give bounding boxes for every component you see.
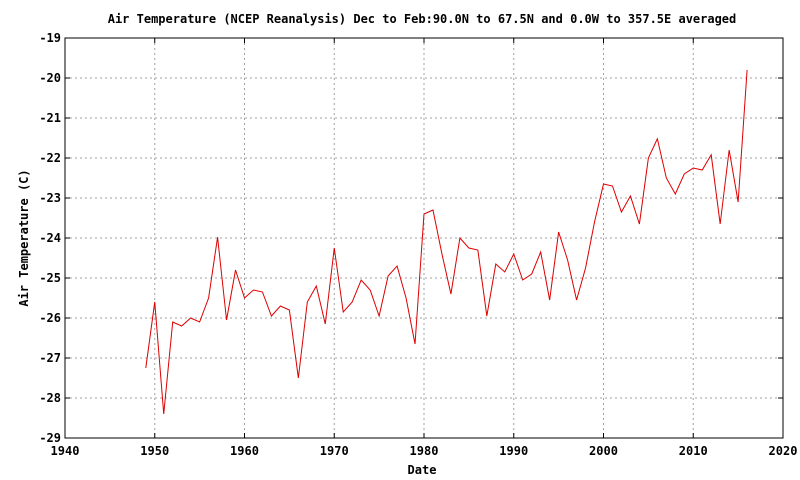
data-point — [701, 169, 704, 172]
data-point — [530, 273, 533, 276]
data-point — [728, 149, 731, 152]
y-tick-label: -26 — [39, 311, 61, 325]
data-point — [270, 315, 273, 318]
x-tick-label: 2010 — [679, 444, 708, 458]
data-point — [602, 183, 605, 186]
data-point — [656, 137, 659, 140]
data-point — [387, 275, 390, 278]
data-point — [503, 271, 506, 274]
data-point — [423, 213, 426, 216]
data-point — [243, 297, 246, 300]
data-point — [575, 299, 578, 302]
data-point — [476, 249, 479, 252]
data-point — [378, 315, 381, 318]
y-tick-label: -27 — [39, 351, 61, 365]
x-tick-label: 1950 — [140, 444, 169, 458]
data-point — [288, 309, 291, 312]
y-axis-label: Air Temperature (C) — [17, 169, 31, 306]
data-point — [557, 231, 560, 234]
data-point — [458, 237, 461, 240]
plot-area — [144, 69, 748, 416]
y-tick-label: -19 — [39, 31, 61, 45]
data-point — [449, 293, 452, 296]
data-point — [665, 177, 668, 180]
data-point — [485, 315, 488, 318]
data-point — [710, 153, 713, 156]
data-point — [324, 323, 327, 326]
data-point — [198, 321, 201, 324]
data-point — [405, 297, 408, 300]
data-point — [548, 299, 551, 302]
data-point — [431, 209, 434, 212]
data-point — [162, 413, 165, 416]
data-point — [360, 279, 363, 282]
data-point — [225, 319, 228, 322]
data-point — [566, 259, 569, 262]
data-point — [746, 69, 749, 72]
data-point — [234, 269, 237, 272]
data-point — [584, 267, 587, 270]
data-point — [207, 297, 210, 300]
data-point — [252, 289, 255, 292]
data-point — [261, 291, 264, 294]
data-point — [180, 325, 183, 328]
x-tick-label: 1960 — [230, 444, 259, 458]
data-point — [369, 289, 372, 292]
x-axis: 1940 1950 1960 1970 1980 1990 2000 2010 2020 — [51, 38, 798, 458]
data-point — [638, 223, 641, 226]
data-point — [611, 185, 614, 188]
data-point — [494, 263, 497, 266]
data-point — [647, 157, 650, 160]
data-point — [620, 211, 623, 214]
data-point — [683, 173, 686, 176]
x-tick-label: 1970 — [320, 444, 349, 458]
data-point — [692, 167, 695, 170]
data-point — [351, 301, 354, 304]
data-point — [593, 221, 596, 224]
data-point — [144, 367, 147, 370]
y-tick-label: -23 — [39, 191, 61, 205]
data-point — [306, 301, 309, 304]
y-tick-label: -28 — [39, 391, 61, 405]
data-point — [512, 253, 515, 256]
data-point — [315, 285, 318, 288]
x-tick-label: 1980 — [410, 444, 439, 458]
data-point — [279, 305, 282, 308]
data-point — [467, 247, 470, 250]
x-tick-label: 2000 — [589, 444, 618, 458]
data-point — [297, 377, 300, 380]
data-point — [189, 317, 192, 320]
x-tick-label: 2020 — [769, 444, 798, 458]
y-tick-label: -20 — [39, 71, 61, 85]
series-points — [144, 69, 748, 416]
data-point — [719, 223, 722, 226]
chart-title: Air Temperature (NCEP Reanalysis) Dec to… — [108, 12, 737, 26]
y-tick-label: -22 — [39, 151, 61, 165]
series-line — [145, 69, 748, 415]
data-point — [737, 201, 740, 204]
y-axis: -19 -20 -21 -22 -23 -24 -25 -26 -27 -28 -29 — [39, 31, 783, 445]
data-point — [440, 253, 443, 256]
data-point — [521, 279, 524, 282]
data-point — [396, 265, 399, 268]
data-point — [539, 251, 542, 254]
y-tick-label: -29 — [39, 431, 61, 445]
y-tick-label: -24 — [39, 231, 61, 245]
x-tick-label: 1940 — [51, 444, 80, 458]
data-point — [171, 321, 174, 324]
data-point — [153, 301, 156, 304]
y-tick-label: -25 — [39, 271, 61, 285]
y-tick-label: -21 — [39, 111, 61, 125]
data-point — [216, 236, 219, 239]
data-point — [333, 247, 336, 250]
data-point — [629, 195, 632, 198]
x-tick-label: 1990 — [499, 444, 528, 458]
data-point — [342, 311, 345, 314]
data-point — [414, 343, 417, 346]
grid — [65, 38, 783, 438]
x-axis-label: Date — [408, 463, 437, 477]
data-point — [674, 193, 677, 196]
